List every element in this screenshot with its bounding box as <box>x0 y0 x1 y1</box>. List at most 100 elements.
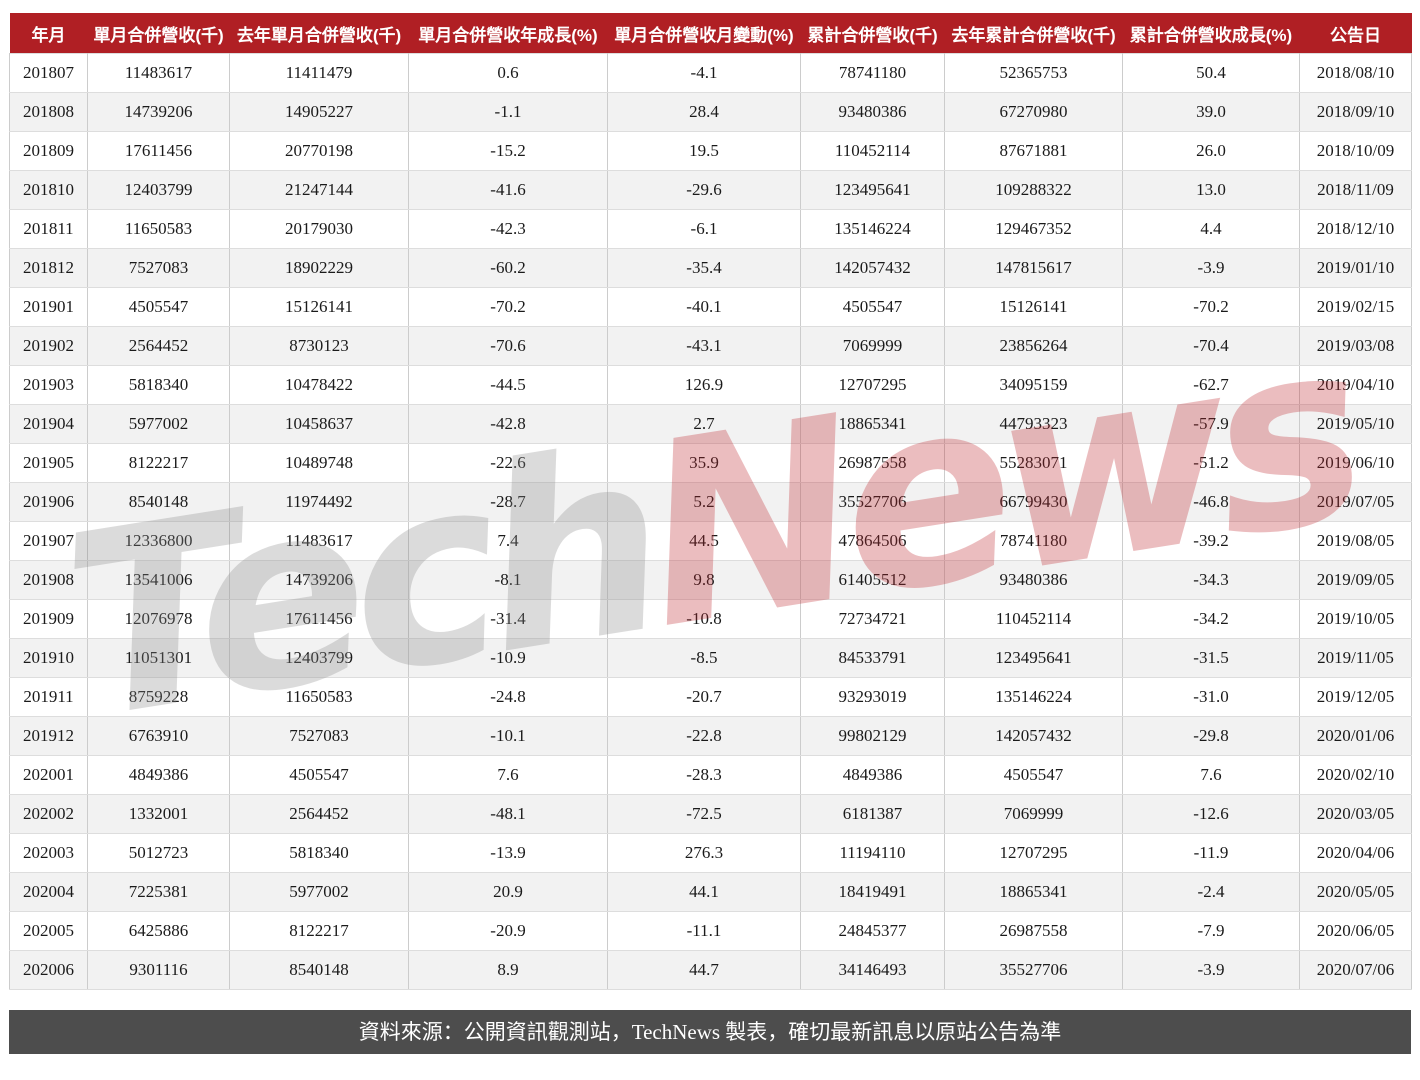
table-cell: 55283071 <box>944 443 1123 483</box>
table-row: 201911 8759228 11650583 -24.8 -20.7 93293019 1… <box>9 677 1412 717</box>
table-cell: -7.9 <box>1122 911 1300 951</box>
table-cell: -40.1 <box>607 287 801 327</box>
table-cell: 5977002 <box>229 872 409 912</box>
table-cell: 201907 <box>9 521 88 561</box>
table-cell: 142057432 <box>800 248 945 288</box>
table-cell: 2019/03/08 <box>1299 326 1412 366</box>
table-cell: 34095159 <box>944 365 1123 405</box>
column-header: 累計合併營收(千) <box>800 13 945 54</box>
table-row: 201902 2564452 8730123 -70.6 -43.1 7069999 238… <box>9 326 1412 366</box>
table-cell: -46.8 <box>1122 482 1300 522</box>
table-cell: 12076978 <box>87 599 230 639</box>
table-cell: 201912 <box>9 716 88 756</box>
header-row: 年月 單月合併營收(千) 去年單月合併營收(千) 單月合併營收年成長(%) 單月合併營收… <box>9 13 1412 54</box>
table-cell: 2019/08/05 <box>1299 521 1412 561</box>
table-cell: 202002 <box>9 794 88 834</box>
table-cell: 1332001 <box>87 794 230 834</box>
table-cell: 201807 <box>9 53 88 93</box>
table-cell: 201904 <box>9 404 88 444</box>
table-cell: 7.4 <box>408 521 608 561</box>
table-cell: 4849386 <box>87 755 230 795</box>
table-cell: -29.6 <box>607 170 801 210</box>
table-cell: 0.6 <box>408 53 608 93</box>
table-row: 201907 12336800 11483617 7.4 44.5 47864506 787… <box>9 521 1412 561</box>
table-cell: 276.3 <box>607 833 801 873</box>
table-cell: 110452114 <box>944 599 1123 639</box>
table-cell: 35527706 <box>800 482 945 522</box>
table-row: 201904 5977002 10458637 -42.8 2.7 18865341 447… <box>9 404 1412 444</box>
table-cell: -22.6 <box>408 443 608 483</box>
table-cell: 18902229 <box>229 248 409 288</box>
table-row: 201906 8540148 11974492 -28.7 5.2 35527706 667… <box>9 482 1412 522</box>
table-cell: 7.6 <box>408 755 608 795</box>
table-cell: 11194110 <box>800 833 945 873</box>
table-cell: 78741180 <box>800 53 945 93</box>
table-cell: 14739206 <box>87 92 230 132</box>
table-row: 201808 14739206 14905227 -1.1 28.4 93480386 67… <box>9 92 1412 132</box>
table-cell: 201811 <box>9 209 88 249</box>
table-cell: -34.2 <box>1122 599 1300 639</box>
table-row: 201809 17611456 20770198 -15.2 19.5 110452114… <box>9 131 1412 171</box>
table-cell: 2018/08/10 <box>1299 53 1412 93</box>
table-cell: 50.4 <box>1122 53 1300 93</box>
table-cell: 4505547 <box>944 755 1123 795</box>
table-cell: 110452114 <box>800 131 945 171</box>
table-cell: 8540148 <box>229 950 409 990</box>
table-cell: 7.6 <box>1122 755 1300 795</box>
table-cell: -60.2 <box>408 248 608 288</box>
table-cell: 201901 <box>9 287 88 327</box>
table-row: 201810 12403799 21247144 -41.6 -29.6 12349564… <box>9 170 1412 210</box>
table-cell: -20.9 <box>408 911 608 951</box>
table-row: 202002 1332001 2564452 -48.1 -72.5 6181387 706… <box>9 794 1412 834</box>
table-cell: 35.9 <box>607 443 801 483</box>
table-cell: -15.2 <box>408 131 608 171</box>
table-cell: 10458637 <box>229 404 409 444</box>
table-cell: 13541006 <box>87 560 230 600</box>
table-cell: -34.3 <box>1122 560 1300 600</box>
table-cell: -70.6 <box>408 326 608 366</box>
table-cell: 201909 <box>9 599 88 639</box>
table-cell: -1.1 <box>408 92 608 132</box>
table-cell: -10.1 <box>408 716 608 756</box>
table-cell: -31.4 <box>408 599 608 639</box>
table-cell: 201905 <box>9 443 88 483</box>
table-cell: 93480386 <box>800 92 945 132</box>
table-cell: 2019/04/10 <box>1299 365 1412 405</box>
source-note: 資料來源：公開資訊觀測站，TechNews 製表，確切最新訊息以原站公告為準 <box>9 1010 1411 1054</box>
table-cell: 93480386 <box>944 560 1123 600</box>
table-cell: -3.9 <box>1122 248 1300 288</box>
table-cell: 4849386 <box>800 755 945 795</box>
table-cell: 6425886 <box>87 911 230 951</box>
table-cell: 2018/11/09 <box>1299 170 1412 210</box>
table-cell: 35527706 <box>944 950 1123 990</box>
table-cell: 2019/01/10 <box>1299 248 1412 288</box>
table-cell: 2020/03/05 <box>1299 794 1412 834</box>
table-row: 201901 4505547 15126141 -70.2 -40.1 4505547 15… <box>9 287 1412 327</box>
table-cell: -11.9 <box>1122 833 1300 873</box>
table-row: 202003 5012723 5818340 -13.9 276.3 11194110 12… <box>9 833 1412 873</box>
table-cell: 99802129 <box>800 716 945 756</box>
table-cell: 18419491 <box>800 872 945 912</box>
table-cell: 10489748 <box>229 443 409 483</box>
table-cell: -43.1 <box>607 326 801 366</box>
table-cell: 72734721 <box>800 599 945 639</box>
table-cell: 93293019 <box>800 677 945 717</box>
table-cell: 20770198 <box>229 131 409 171</box>
table-cell: 2020/04/06 <box>1299 833 1412 873</box>
table-row: 201912 6763910 7527083 -10.1 -22.8 99802129 14… <box>9 716 1412 756</box>
table-row: 202005 6425886 8122217 -20.9 -11.1 24845377 26… <box>9 911 1412 951</box>
table-cell: 28.4 <box>607 92 801 132</box>
table-cell: 2019/07/05 <box>1299 482 1412 522</box>
table-cell: 2019/10/05 <box>1299 599 1412 639</box>
table-header: 年月 單月合併營收(千) 去年單月合併營收(千) 單月合併營收年成長(%) 單月合併營收… <box>9 13 1412 54</box>
table-cell: -70.2 <box>408 287 608 327</box>
table-cell: 202005 <box>9 911 88 951</box>
table-cell: 109288322 <box>944 170 1123 210</box>
table-cell: 12403799 <box>229 638 409 678</box>
table-row: 201908 13541006 14739206 -8.1 9.8 61405512 934… <box>9 560 1412 600</box>
table-cell: 2019/02/15 <box>1299 287 1412 327</box>
table-body: 201807 11483617 11411479 0.6 -4.1 78741180 523… <box>9 53 1412 990</box>
table-cell: -10.8 <box>607 599 801 639</box>
table-cell: 39.0 <box>1122 92 1300 132</box>
table-cell: -3.9 <box>1122 950 1300 990</box>
